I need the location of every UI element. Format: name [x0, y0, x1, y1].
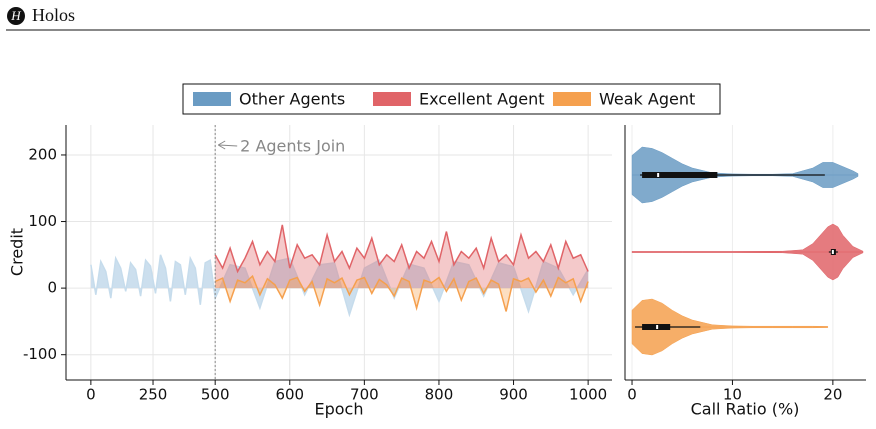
violin-median — [831, 250, 834, 254]
y-tick-label: 200 — [28, 145, 57, 163]
x-tick-label: 800 — [425, 386, 454, 404]
violin-body — [631, 251, 864, 281]
violin-median — [657, 173, 660, 177]
violin-box — [642, 324, 671, 330]
series-area — [90, 254, 589, 315]
y-tick-label: -100 — [23, 345, 57, 363]
legend-label: Weak Agent — [599, 90, 695, 109]
x-tick-label: 20 — [823, 386, 842, 404]
violin-median — [656, 325, 659, 329]
x-axis-label: Epoch — [315, 400, 364, 419]
series-area — [215, 224, 589, 289]
logo-icon — [7, 7, 25, 25]
violin-body — [631, 326, 829, 356]
legend-swatch — [193, 92, 231, 106]
x-tick-label: 0 — [86, 386, 96, 404]
violin-body — [631, 223, 864, 253]
header-title: Holos — [32, 5, 75, 25]
x-tick-label: 600 — [275, 386, 304, 404]
violin-body — [631, 146, 859, 176]
x-tick-label: 250 — [139, 386, 168, 404]
y-axis-label: Credit — [8, 228, 27, 276]
annotation-arrow — [219, 144, 238, 147]
x-tick-label: 1000 — [569, 386, 607, 404]
violin-body — [631, 174, 859, 204]
x-tick-label: 0 — [627, 386, 637, 404]
y-tick-label: 0 — [47, 279, 57, 297]
violin-box — [642, 172, 718, 178]
annotation-text: 2 Agents Join — [240, 137, 345, 156]
legend-swatch — [553, 92, 591, 106]
x-tick-label: 500 — [201, 386, 230, 404]
x-tick-label: 900 — [499, 386, 528, 404]
series-line — [214, 224, 589, 274]
legend-swatch — [373, 92, 411, 106]
x-tick-label: 10 — [723, 386, 742, 404]
logo-glyph: H — [10, 8, 21, 23]
x-tick-label: 700 — [350, 386, 379, 404]
series-area — [215, 276, 589, 312]
y-tick-label: 100 — [28, 212, 57, 230]
legend-label: Excellent Agent — [419, 90, 545, 109]
legend-box — [182, 83, 721, 115]
series-line — [214, 274, 589, 312]
x-axis-label: Call Ratio (%) — [691, 400, 800, 419]
annotation-arrowhead — [217, 140, 226, 150]
legend-label: Other Agents — [239, 90, 345, 109]
violin-body — [631, 298, 829, 328]
